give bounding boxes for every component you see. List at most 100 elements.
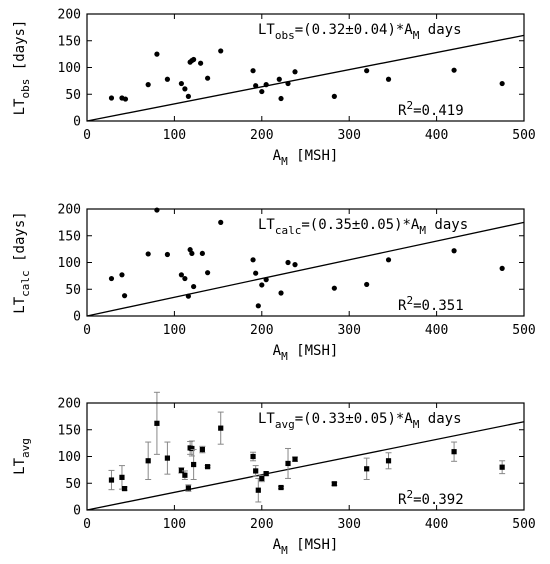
y-tick-label: 150 — [58, 229, 81, 244]
data-point — [182, 275, 188, 282]
y-tick-label: 150 — [58, 34, 81, 49]
y-tick-label: 100 — [58, 450, 81, 465]
x-tick-label: 400 — [425, 323, 448, 338]
data-point — [255, 487, 261, 493]
x-tick-label: 0 — [83, 128, 91, 143]
fit-annotation: LTavg=(0.33±0.05)*AM days — [258, 411, 462, 431]
data-point — [451, 449, 457, 455]
y-axis-label: LTobs [days] — [12, 20, 32, 116]
data-point — [499, 80, 505, 87]
data-point — [499, 464, 505, 470]
data-point — [191, 461, 197, 468]
data-point — [182, 86, 188, 92]
x-tick-label: 300 — [337, 128, 360, 143]
fit-annotation: LTobs=(0.32±0.04)*AM days — [258, 22, 462, 42]
data-point — [119, 272, 125, 278]
data-point — [253, 468, 259, 474]
data-point — [185, 293, 191, 299]
fit-line — [86, 221, 525, 317]
data-point — [178, 272, 184, 278]
y-axis-label: LTcalc [days] — [12, 211, 32, 313]
data-point — [253, 83, 259, 89]
plot-frame — [86, 402, 525, 511]
data-point — [263, 471, 269, 477]
y-tick-label: 200 — [58, 397, 81, 412]
data-point — [292, 262, 298, 268]
data-point — [250, 453, 256, 460]
data-point — [189, 250, 195, 257]
plot-frame — [86, 208, 525, 317]
data-point — [385, 458, 392, 464]
data-point — [218, 48, 224, 54]
data-point — [145, 458, 151, 464]
chart-2: 0 100 200 300 400 500 0 50 100 150 200 LTcalc=(0.35… — [12, 203, 536, 364]
data-point — [164, 455, 171, 461]
data-point — [331, 285, 337, 291]
data-point — [250, 257, 256, 263]
data-point — [154, 207, 160, 213]
data-point — [451, 248, 457, 254]
data-point — [198, 60, 204, 66]
x-tick-label: 300 — [337, 323, 360, 338]
data-point — [331, 93, 337, 99]
data-point — [154, 420, 160, 426]
data-point — [451, 67, 457, 73]
x-tick-label: 200 — [250, 517, 273, 532]
data-point — [191, 56, 197, 63]
x-tick-label: 500 — [512, 517, 535, 532]
data-point — [122, 96, 129, 102]
fit-line — [86, 421, 525, 511]
data-point — [278, 95, 284, 102]
y-tick-label: 0 — [73, 310, 81, 325]
data-point — [218, 219, 224, 225]
data-point — [121, 293, 128, 299]
data-point — [285, 259, 291, 266]
data-point — [331, 481, 337, 487]
data-point — [205, 270, 211, 276]
data-point — [205, 75, 211, 81]
data-point — [292, 456, 298, 462]
chart-1: 0 100 200 300 400 500 0 50 100 150 200 LTobs=(0.32±… — [12, 8, 536, 169]
y-tick-label: 0 — [73, 504, 81, 519]
data-point — [255, 303, 261, 309]
y-tick-label: 0 — [73, 115, 81, 130]
x-tick-label: 400 — [425, 128, 448, 143]
data-point — [178, 80, 184, 87]
data-point — [108, 95, 115, 101]
data-point — [278, 484, 284, 491]
data-point — [259, 282, 265, 288]
y-tick-label: 100 — [58, 61, 81, 76]
data-point — [259, 475, 265, 482]
data-point — [263, 82, 269, 88]
data-point — [292, 69, 298, 75]
data-point — [154, 51, 160, 57]
data-point — [253, 270, 259, 276]
x-axis-label: AM [MSH] — [273, 148, 339, 168]
data-point — [263, 277, 269, 283]
x-tick-label: 500 — [512, 128, 535, 143]
data-point — [108, 275, 115, 282]
data-point — [145, 251, 151, 257]
y-axis-label: LTavg — [12, 438, 32, 475]
data-point — [108, 477, 115, 483]
x-tick-label: 100 — [163, 128, 186, 143]
y-tick-label: 50 — [65, 283, 81, 298]
data-point — [385, 257, 392, 263]
r-squared: R2=0.392 — [398, 488, 464, 508]
data-point — [164, 251, 171, 258]
x-tick-label: 100 — [163, 323, 186, 338]
x-tick-label: 500 — [512, 323, 535, 338]
data-point — [185, 485, 191, 491]
data-point — [178, 467, 184, 474]
data-point — [199, 446, 205, 453]
data-point — [185, 93, 191, 99]
y-tick-label: 150 — [58, 423, 81, 438]
data-point — [499, 265, 505, 271]
x-tick-label: 400 — [425, 517, 448, 532]
data-point — [164, 76, 171, 82]
x-tick-label: 0 — [83, 517, 91, 532]
data-point — [199, 250, 205, 257]
x-tick-label: 100 — [163, 517, 186, 532]
y-tick-label: 200 — [58, 8, 81, 23]
data-point — [385, 76, 392, 82]
